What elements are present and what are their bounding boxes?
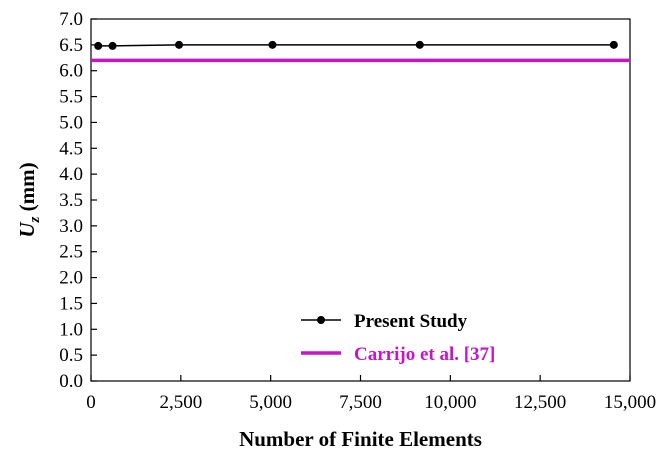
y-tick-label: 1.5 — [59, 293, 83, 314]
legend-label-present-study: Present Study — [354, 311, 468, 332]
y-tick-label: 0.0 — [59, 371, 83, 392]
data-point-present-study — [108, 41, 117, 50]
data-point-present-study — [94, 41, 103, 50]
y-tick-label: 6.0 — [59, 61, 83, 82]
y-axis-title-subscript: z — [27, 216, 43, 223]
data-point-present-study — [415, 40, 424, 49]
y-tick-label: 5.5 — [59, 87, 83, 108]
y-axis-ticks: 0.0 0.5 1.0 1.5 2.0 2.5 3.0 3.5 4.0 4.5 5.0 5.5 6.0 6… — [59, 9, 97, 392]
x-tick-label: 0 — [86, 392, 96, 413]
x-tick-label: 10,000 — [424, 392, 476, 413]
y-axis-title-unit: (mm) — [15, 162, 39, 216]
legend-label-carrijo: Carrijo et al. [37] — [354, 344, 495, 365]
y-tick-label: 6.5 — [59, 35, 83, 56]
legend-marker-present-study — [317, 316, 325, 324]
x-tick-label: 12,500 — [514, 392, 566, 413]
x-axis-title: Number of Finite Elements — [239, 427, 482, 451]
data-point-present-study — [268, 40, 277, 49]
y-tick-label: 7.0 — [59, 9, 83, 30]
y-axis-title-main: U — [15, 221, 39, 238]
y-tick-label: 3.0 — [59, 216, 83, 237]
y-tick-label: 1.0 — [59, 319, 83, 340]
legend: Present Study Carrijo et al. [37] — [301, 311, 495, 365]
x-tick-label: 2,500 — [159, 392, 202, 413]
data-point-present-study — [175, 40, 184, 49]
y-tick-label: 2.0 — [59, 268, 83, 289]
data-point-present-study — [609, 40, 618, 49]
y-tick-label: 2.5 — [59, 242, 83, 263]
y-tick-label: 3.5 — [59, 190, 83, 211]
y-tick-label: 4.5 — [59, 138, 83, 159]
x-tick-label: 5,000 — [249, 392, 292, 413]
x-tick-label: 15,000 — [604, 392, 656, 413]
series-layer — [91, 40, 630, 63]
y-tick-label: 5.0 — [59, 112, 83, 133]
x-tick-label: 7,500 — [339, 392, 382, 413]
y-tick-label: 4.0 — [59, 164, 83, 185]
x-axis-ticks: 0 2,500 5,000 7,500 10,000 12,500 15,000 — [86, 375, 656, 413]
y-tick-label: 0.5 — [59, 345, 83, 366]
y-axis-title: Uz (mm) — [15, 162, 43, 237]
